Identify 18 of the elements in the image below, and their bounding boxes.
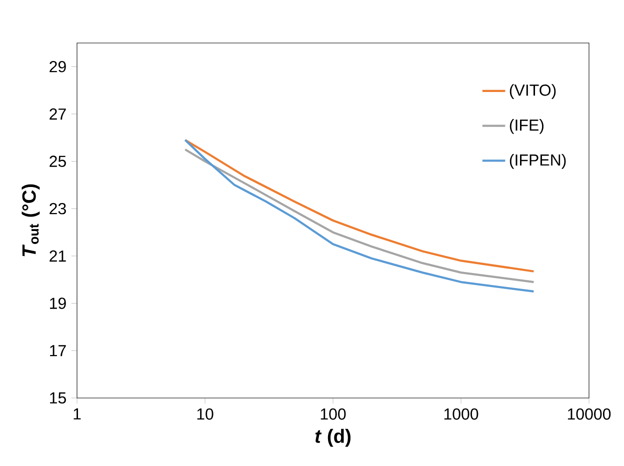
y-tick-label: 15 xyxy=(50,392,66,404)
x-tick-label: 1000 xyxy=(444,408,478,420)
y-tick-label: 27 xyxy=(50,108,66,120)
x-tick-label: 10 xyxy=(197,408,214,420)
y-tick-label: 19 xyxy=(50,298,66,309)
legend-label: (IFPEN) xyxy=(510,154,566,169)
x-tick-label: 100 xyxy=(320,408,346,420)
y-tick-label: 25 xyxy=(50,156,66,167)
x-tick-label: 10000 xyxy=(568,408,611,420)
legend-label: (IFE) xyxy=(510,119,544,134)
x-axis-title: t (d) xyxy=(315,428,350,447)
y-tick-label: 23 xyxy=(50,202,66,214)
y-tick-label: 17 xyxy=(50,345,66,356)
y-axis-title: T$_{out}$ (°C) xyxy=(22,184,40,256)
x-tick-label: 1 xyxy=(74,408,81,420)
y-tick-label: 21 xyxy=(50,250,66,262)
y-tick-label: 29 xyxy=(50,61,66,72)
legend-label: (VITO) xyxy=(510,84,556,99)
